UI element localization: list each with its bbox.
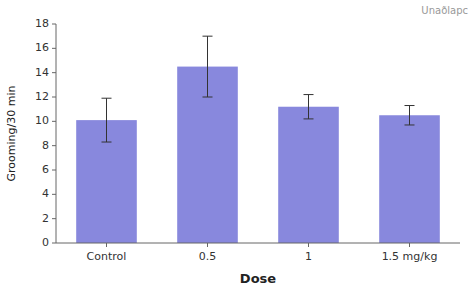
error-bar-cap [102, 98, 112, 99]
error-bar [203, 36, 213, 97]
error-bar-cap [405, 124, 415, 125]
error-bar-cap [304, 94, 314, 95]
x-tick [308, 243, 309, 247]
y-axis-line [56, 24, 57, 243]
x-tick-label: 1 [305, 250, 312, 263]
y-tick-label: 8 [42, 139, 49, 152]
error-bar-stem [308, 95, 309, 119]
error-bar-stem [207, 36, 208, 97]
error-bar [102, 98, 112, 142]
error-bar [304, 95, 314, 119]
y-axis: 0 2 4 6 8 10 12 14 16 18 [35, 17, 56, 249]
error-bar-cap [203, 97, 213, 98]
y-tick-label: 4 [42, 187, 49, 200]
y-tick-label: 10 [35, 114, 49, 127]
x-axis-label: Dose [240, 271, 276, 286]
watermark: Unaðlapc [421, 5, 468, 16]
y-tick-label: 0 [42, 236, 49, 249]
x-tick [106, 243, 107, 247]
y-tick-label: 14 [35, 66, 49, 79]
chart-container: 0 2 4 6 8 10 12 14 16 18 Control 0.5 1 1.5 mg/kg Dose G… [0, 0, 474, 293]
error-bar-stem [106, 98, 107, 142]
x-tick-label: 1.5 mg/kg [382, 250, 438, 263]
error-bar-cap [304, 118, 314, 119]
bars [76, 36, 440, 243]
x-tick-label: Control [87, 250, 127, 263]
error-bar-cap [203, 36, 213, 37]
x-tick-label: 0.5 [199, 250, 217, 263]
y-tick [52, 24, 56, 25]
y-tick [52, 121, 56, 122]
y-tick [52, 218, 56, 219]
y-tick [52, 243, 56, 244]
x-axis-line [56, 243, 460, 244]
error-bar [405, 106, 415, 125]
y-tick [52, 194, 56, 195]
y-tick-label: 12 [35, 90, 49, 103]
bar [379, 115, 440, 243]
x-tick [409, 243, 410, 247]
chart-svg: 0 2 4 6 8 10 12 14 16 18 Control 0.5 1 1.5 mg/kg Dose G… [0, 0, 474, 293]
y-tick [52, 72, 56, 73]
x-tick [207, 243, 208, 247]
y-tick-label: 18 [35, 17, 49, 30]
y-tick [52, 145, 56, 146]
y-tick-label: 6 [42, 163, 49, 176]
y-tick-label: 16 [35, 41, 49, 54]
y-tick [52, 48, 56, 49]
x-axis: Control 0.5 1 1.5 mg/kg [56, 243, 460, 263]
error-bar-cap [102, 142, 112, 143]
y-tick [52, 97, 56, 98]
bar [278, 107, 339, 243]
error-bar-cap [405, 105, 415, 106]
y-tick-label: 2 [42, 212, 49, 225]
y-axis-label: Grooming/30 min [5, 86, 18, 182]
y-tick [52, 170, 56, 171]
error-bar-stem [409, 106, 410, 125]
